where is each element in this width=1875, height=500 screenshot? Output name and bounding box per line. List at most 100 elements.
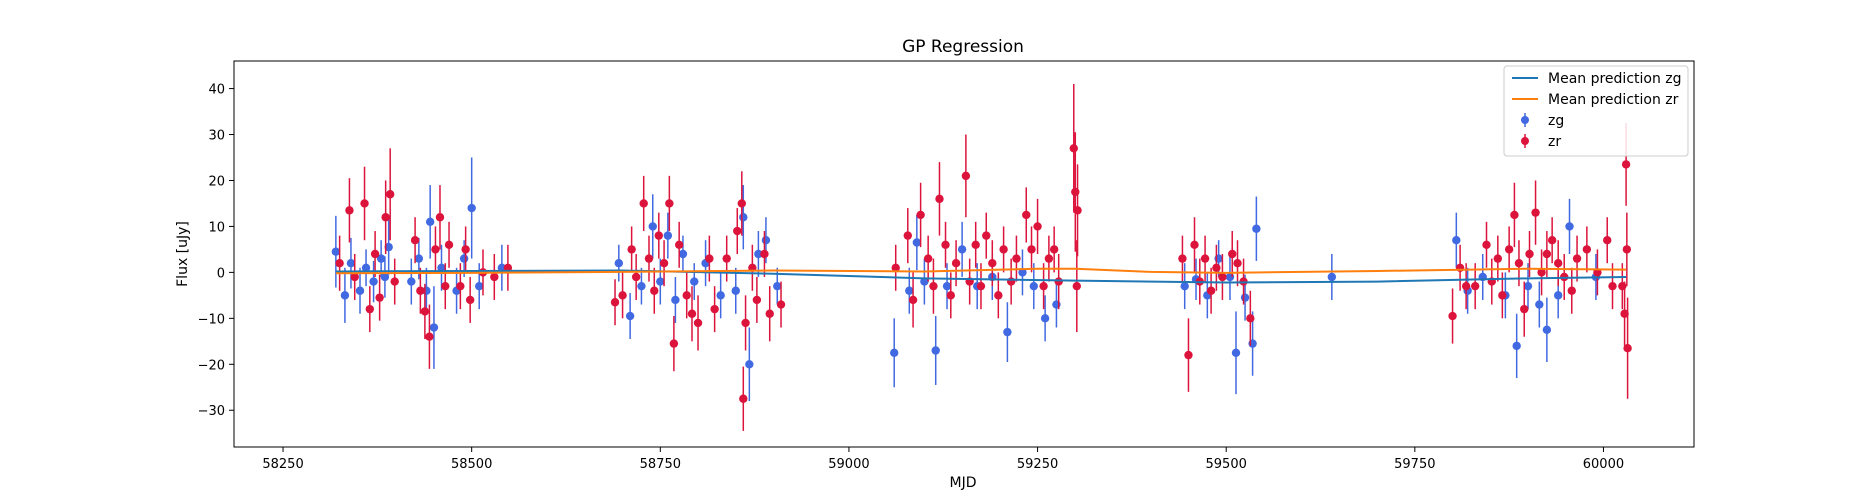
data-point-zg bbox=[905, 286, 914, 295]
data-point-zg bbox=[467, 203, 476, 213]
data-point-zg bbox=[890, 348, 899, 357]
data-point-zr bbox=[435, 213, 445, 222]
data-point-zg bbox=[1553, 291, 1563, 300]
data-point-zg bbox=[1512, 341, 1521, 351]
data-point-zr bbox=[1482, 240, 1491, 250]
data-point-zg bbox=[425, 217, 435, 227]
data-point-zr bbox=[1049, 245, 1059, 254]
data-point-zg bbox=[957, 245, 967, 254]
x-tick-label: 58500 bbox=[451, 457, 492, 472]
data-point-zr bbox=[976, 281, 986, 291]
data-point-zr bbox=[610, 298, 620, 307]
data-point-zr bbox=[776, 300, 786, 309]
data-point-zr bbox=[1012, 254, 1021, 263]
data-point-zg bbox=[407, 277, 416, 286]
data-point-zr bbox=[1470, 281, 1480, 291]
data-point-zr bbox=[1069, 144, 1078, 153]
data-point-zg bbox=[690, 277, 699, 286]
legend-label-zg: zg bbox=[1548, 113, 1564, 129]
data-point-zr bbox=[935, 194, 944, 204]
data-point-zr bbox=[916, 210, 925, 220]
data-point-zr bbox=[674, 240, 684, 250]
data-point-zr bbox=[1072, 281, 1082, 291]
y-tick-label: 10 bbox=[208, 220, 225, 235]
data-point-zg bbox=[1252, 224, 1261, 233]
y-tick-label: −10 bbox=[198, 312, 225, 327]
data-point-zg bbox=[376, 254, 386, 263]
data-point-zg bbox=[1535, 300, 1544, 309]
data-point-zr bbox=[654, 231, 663, 240]
data-point-zr bbox=[1184, 350, 1193, 360]
data-point-zr bbox=[1022, 210, 1031, 220]
data-point-zr bbox=[760, 249, 769, 259]
data-point-zr bbox=[722, 254, 731, 263]
data-point-zr bbox=[1212, 263, 1221, 272]
data-point-zr bbox=[665, 199, 674, 208]
data-point-zg bbox=[1327, 272, 1337, 282]
data-point-zg bbox=[1029, 281, 1038, 291]
data-point-zr bbox=[1542, 249, 1552, 259]
data-point-zr bbox=[1178, 254, 1187, 263]
data-point-zr bbox=[1498, 291, 1507, 300]
data-point-zg bbox=[1240, 293, 1250, 302]
data-point-zr bbox=[1537, 268, 1546, 277]
data-point-zr bbox=[994, 291, 1003, 300]
data-point-zr bbox=[490, 272, 499, 282]
data-point-zg bbox=[761, 236, 771, 245]
data-point-zr bbox=[1228, 249, 1237, 259]
data-point-zr bbox=[733, 226, 742, 236]
chart-title: GP Regression bbox=[902, 37, 1024, 57]
data-point-zr bbox=[741, 318, 750, 328]
data-point-zr bbox=[1567, 286, 1576, 295]
data-point-zg bbox=[931, 346, 940, 355]
y-tick-label: −20 bbox=[198, 358, 225, 373]
data-point-zr bbox=[999, 245, 1008, 254]
data-point-zg bbox=[1040, 314, 1050, 323]
data-point-zr bbox=[385, 190, 395, 199]
data-point-zr bbox=[1039, 281, 1048, 291]
data-point-zr bbox=[669, 339, 679, 348]
data-point-zg bbox=[414, 254, 424, 263]
data-point-zr bbox=[946, 291, 955, 300]
legend-marker-zr bbox=[1521, 137, 1529, 145]
x-tick-label: 59500 bbox=[1206, 457, 1247, 472]
data-point-zr bbox=[1493, 254, 1503, 263]
data-point-zr bbox=[693, 318, 703, 328]
data-point-zr bbox=[335, 258, 344, 268]
y-tick-label: 20 bbox=[208, 174, 225, 189]
data-point-zr bbox=[1044, 254, 1054, 263]
data-point-zr bbox=[503, 263, 513, 272]
data-point-zr bbox=[923, 254, 933, 263]
data-point-zr bbox=[908, 295, 918, 305]
data-point-zr bbox=[752, 295, 762, 305]
legend-box bbox=[1503, 65, 1689, 157]
data-point-zg bbox=[671, 295, 680, 305]
data-point-zr bbox=[1054, 277, 1063, 286]
x-axis: 58250 58500 58750 59000 59250 59500 59750 60000 bbox=[262, 447, 1624, 472]
data-point-zr bbox=[1190, 240, 1199, 250]
data-point-zr bbox=[465, 295, 475, 305]
data-point-zg bbox=[361, 263, 371, 272]
data-point-zg bbox=[614, 258, 624, 268]
data-point-zg bbox=[459, 254, 469, 263]
y-axis-label: Flux [uJy] bbox=[175, 221, 191, 287]
data-point-zg bbox=[355, 286, 365, 295]
data-point-zg bbox=[497, 263, 507, 272]
data-point-zr bbox=[1547, 236, 1557, 245]
data-point-zg bbox=[369, 277, 378, 286]
data-point-zr bbox=[644, 254, 654, 263]
data-point-zr bbox=[1621, 160, 1631, 169]
legend-label-mean-zg: Mean prediction zg bbox=[1548, 71, 1682, 87]
data-point-zr bbox=[1582, 245, 1592, 254]
data-point-zr bbox=[456, 281, 465, 291]
data-point-zr bbox=[659, 258, 669, 268]
data-point-zr bbox=[639, 199, 648, 208]
data-point-zr bbox=[627, 245, 636, 254]
data-point-zg bbox=[625, 311, 635, 321]
data-point-zg bbox=[475, 281, 484, 291]
data-point-zr bbox=[381, 213, 390, 222]
data-point-zr bbox=[705, 254, 714, 263]
data-point-zr bbox=[687, 309, 697, 318]
data-point-zg bbox=[663, 231, 673, 240]
